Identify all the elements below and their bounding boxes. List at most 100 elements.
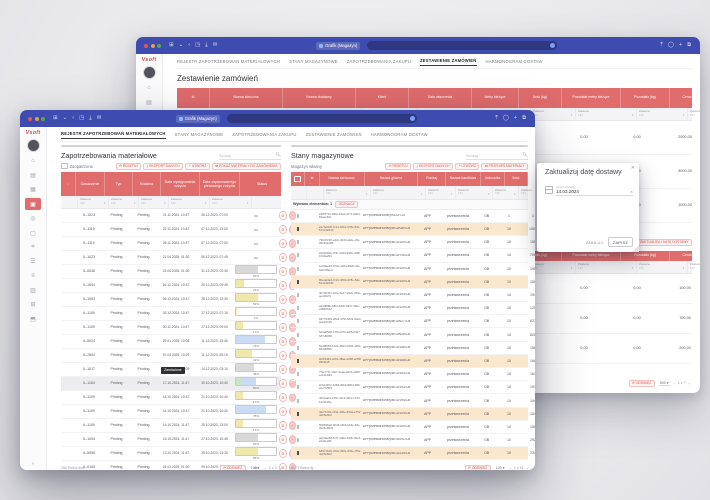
column-header-metry-bieżące[interactable]: Metry bieżące (472, 87, 519, 108)
button-resetuj[interactable]: ⟳ RESETUJ (115, 162, 142, 170)
table-row[interactable]: 2387f7b1-99fa-44e3-4c71-8a5d81aec63c APPp… (291, 210, 534, 223)
tab-zapotrzebowania-zakupu[interactable]: ZAPOTRZEBOWANIA ZAKUPU (232, 132, 297, 137)
column-header-nazwa-skrócona[interactable]: Nazwa skrócona ↑ (320, 171, 365, 186)
button-utwórz[interactable]: + UTWÓRZ (454, 162, 480, 170)
column-header-id[interactable]: Id (177, 87, 210, 108)
pager-prev-icon[interactable]: ‹ (673, 380, 675, 386)
page-size-select[interactable]: 500 ▾ (657, 380, 671, 386)
row-checkbox[interactable] (296, 398, 299, 403)
delete-action-button[interactable]: ▫ (288, 378, 296, 389)
close-icon[interactable]: ✕ (630, 165, 635, 171)
delete-action-button[interactable]: ▫ (288, 420, 296, 431)
button-pokaż-materiały-do-zamówienia[interactable]: ⇄ POKAŻ MATERIAŁY DO ZAMÓWIENIA (211, 162, 281, 170)
user-avatar[interactable] (26, 139, 40, 152)
table-row[interactable]: 2a7bd3c8-7c21-46b2-978e-5de514c42d40 APPp… (291, 222, 535, 237)
sidebar-item-settings-icon[interactable]: ⊞ (30, 302, 36, 309)
sidebar-item-calendar-icon[interactable]: ▤ (30, 173, 36, 180)
zoom-window-button[interactable] (41, 116, 45, 121)
save-button[interactable]: ZAPISZ (607, 237, 633, 247)
mail-icon[interactable]: ✉ (212, 41, 218, 48)
table-row[interactable]: IL-1110 Printing Printing 22.11.2024, 10:47… (61, 223, 296, 237)
refresh-button[interactable]: ⟳ ODŚWIEŻ (628, 379, 655, 387)
column-header-pozostało-kg[interactable]: Pozostało (kg) (621, 87, 670, 108)
table-row[interactable]: IL-1109 Printing Printing 14.10.2024, 10:47… (61, 404, 296, 419)
minimize-window-button[interactable] (150, 43, 155, 48)
share-icon[interactable]: ⤒ (660, 41, 663, 48)
extension-icon[interactable]: ◳ (79, 114, 85, 121)
filter-cell[interactable] (291, 185, 307, 199)
delete-action-button[interactable]: ▫ (288, 294, 296, 305)
tab-stany-magazynowe[interactable]: STANY MAGAZYNOWE (289, 59, 338, 64)
sidebar-item-orders-icon[interactable]: ▦ (30, 187, 36, 194)
column-header-ilość-kg[interactable]: Ilość (kg) (519, 87, 562, 108)
row-checkbox[interactable] (296, 240, 299, 245)
sidebar-expand-icon[interactable]: » (31, 461, 35, 467)
table-row[interactable]: IL-1109 Printing Printing 14.10.2024, 10:47… (61, 390, 296, 405)
row-checkbox[interactable] (296, 319, 299, 324)
sidebar-item-home-icon[interactable]: ⌂ (147, 85, 151, 92)
supplied-checkbox[interactable]: Zaopatrzone (61, 162, 93, 170)
release-action-button[interactable]: ⊘ (279, 280, 287, 291)
table-row[interactable]: IL-1023 Printing Printing 21.04.2025, 01:30… (61, 251, 296, 265)
row-checkbox[interactable] (296, 306, 299, 311)
downloads-icon[interactable]: ⤓ (205, 41, 208, 48)
table-row[interactable]: IL-2604 Printing Printing 07.04.2025, 10:29… (61, 348, 296, 363)
row-checkbox[interactable] (296, 345, 299, 350)
sidebar-item-reports-icon[interactable]: ⌗ (31, 243, 35, 250)
pager-next-icon[interactable]: › (279, 465, 281, 470)
column-header-typ[interactable]: Typ (105, 171, 133, 196)
extension-icon[interactable]: ◳ (195, 41, 201, 48)
refresh-button[interactable]: ⟳ ODŚWIEŻ (219, 464, 246, 470)
downloads-icon[interactable]: ⤓ (89, 114, 92, 121)
table-row[interactable]: 2dcd0926-7f3b-4e59-935e-4f481b9ba291 APPp… (291, 249, 535, 263)
delete-action-button[interactable]: ▫ (288, 322, 296, 333)
pager-next-icon[interactable]: › (526, 465, 528, 470)
release-action-button[interactable]: ⊘ (279, 350, 287, 361)
table-row[interactable]: IL-1109 Printing Printing 30.11.2024, 10:47… (61, 320, 296, 335)
delete-action-button[interactable]: ▫ (288, 210, 296, 221)
row-checkbox[interactable] (296, 293, 299, 298)
table-row[interactable]: IL-1100 Printing Printing 03.12.2024, 10:47… (61, 306, 296, 321)
tabs-icon[interactable]: ⧉ (522, 114, 526, 121)
column-header-nazwa-dostawcy[interactable]: Nazwa dostawcy (283, 87, 356, 108)
release-action-button[interactable]: ⊘ (279, 364, 287, 375)
clear-icon[interactable]: ✕ (629, 189, 633, 194)
page-size-select[interactable]: 100 ▾ (248, 465, 262, 470)
column-header-data-występowania-zużycia[interactable]: Data występowania zużycia (161, 171, 200, 196)
select-all-checkbox[interactable] (294, 175, 301, 183)
profile-icon[interactable]: ◯ (667, 41, 674, 48)
close-window-button[interactable] (28, 116, 32, 121)
column-header-cena-całkowita[interactable]: Cena całkowita (670, 88, 701, 108)
column-header-rodzina[interactable]: Rodzina (133, 171, 161, 196)
row-checkbox[interactable] (296, 279, 299, 284)
column-header-rodzaj[interactable]: Rodzaj (418, 171, 446, 186)
filter-cell[interactable] (307, 185, 324, 199)
delete-action-button[interactable]: ▫ (288, 462, 296, 470)
sidebar-item-folder-icon[interactable]: ▢ (30, 230, 36, 237)
column-header-nazwa-główna[interactable]: Nazwa główna (365, 171, 418, 186)
tab-harmonogram-dostaw[interactable]: HARMONOGRAM DOSTAW (370, 132, 428, 137)
tab-rejestr-zapotrzebowań-materiałowych[interactable]: REJESTR ZAPOTRZEBOWAŃ MATERIAŁOWYCH (61, 131, 166, 139)
column-header-nazwa-skrócona[interactable]: Nazwa skrócona (210, 87, 283, 108)
table-row[interactable]: IL-5024 Printing Printing 29.01.2025, 10:08… (61, 334, 296, 349)
table-row[interactable]: ee03ae23-370e-42d4-8920-44e62b708ecc APPp… (291, 263, 535, 276)
profile-icon[interactable]: ◯ (502, 114, 509, 121)
table-row[interactable]: IL-1110 Printing Printing 26.11.2024, 10:47… (61, 237, 296, 251)
column-header-pozostałe-metry-bieżące[interactable]: Pozostałe metry bieżące (562, 250, 621, 261)
zoom-window-button[interactable] (157, 43, 161, 48)
tab-zestawienie-zamówień[interactable]: ZESTAWIENIE ZAMÓWIEŃ (305, 132, 362, 137)
delete-action-button[interactable]: ▫ (288, 238, 296, 249)
tab-zestawienie-zamówień[interactable]: ZESTAWIENIE ZAMÓWIEŃ (420, 58, 477, 66)
